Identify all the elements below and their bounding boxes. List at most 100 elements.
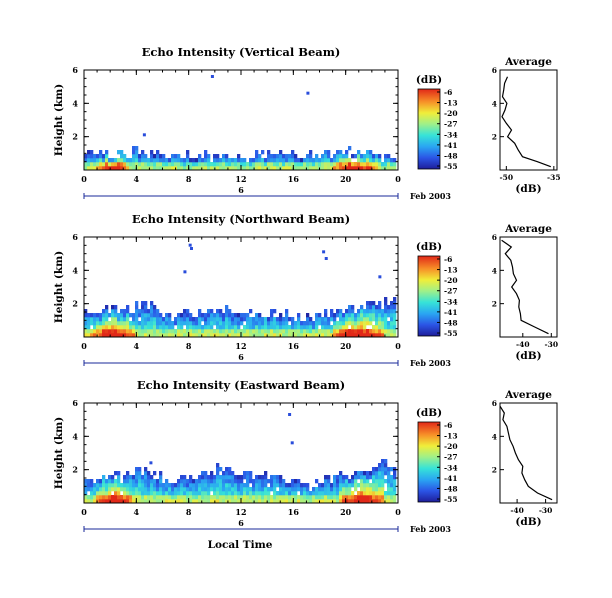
echo-cell: [228, 471, 232, 476]
echo-cell: [255, 158, 259, 163]
echo-cell: [93, 154, 97, 159]
echo-cell: [120, 158, 124, 163]
echo-cell: [138, 495, 142, 500]
echo-cell: [171, 166, 175, 171]
echo-cell: [159, 483, 163, 488]
echo-cell: [123, 329, 127, 334]
echo-cell: [285, 487, 289, 492]
echo-cell: [303, 162, 307, 167]
echo-cell: [216, 325, 220, 330]
echo-cell: [291, 325, 295, 330]
echo-cell: [129, 491, 133, 496]
echo-cell: [285, 499, 289, 504]
echo-cell: [123, 309, 127, 314]
echo-cell: [330, 499, 334, 504]
echo-cell: [315, 479, 319, 484]
echo-cell: [318, 491, 322, 496]
echo-cell: [327, 162, 331, 167]
average-x-tick-label: -40: [516, 340, 530, 349]
echo-cell: [87, 321, 91, 326]
echo-cell: [339, 317, 343, 322]
echo-cell: [294, 333, 298, 338]
echo-cell: [150, 317, 154, 322]
echo-cell: [366, 495, 370, 500]
y-tick-label: 4: [72, 98, 78, 108]
echo-cell: [126, 158, 130, 163]
echo-cell: [387, 313, 391, 318]
echo-cell: [237, 479, 241, 484]
echo-cell: [138, 499, 142, 504]
echo-cell: [294, 162, 298, 167]
echo-cell: [222, 166, 226, 171]
echo-cell: [207, 321, 211, 326]
echo-cell: [315, 325, 319, 330]
echo-cell: [318, 317, 322, 322]
echo-cell: [213, 495, 217, 500]
echo-cell: [348, 146, 352, 151]
echo-cell: [141, 166, 145, 171]
echo-cell: [195, 166, 199, 171]
echo-cell: [246, 483, 250, 488]
echo-cell: [138, 483, 142, 488]
echo-cell: [363, 483, 367, 488]
echo-cell: [216, 495, 220, 500]
echo-cell: [114, 495, 118, 500]
echo-cell: [267, 150, 271, 155]
echo-cell: [336, 495, 340, 500]
echo-cell: [315, 487, 319, 492]
average-frame: [499, 236, 558, 338]
echo-cell: [246, 479, 250, 484]
echo-cell: [264, 491, 268, 496]
echo-cell: [294, 479, 298, 484]
echo-cell: [114, 321, 118, 326]
echo-cell: [114, 325, 118, 330]
echo-cell: [216, 463, 220, 468]
echo-cell: [348, 495, 352, 500]
echo-cell: [186, 487, 190, 492]
echo-cell: [390, 329, 394, 334]
average-frame: [499, 402, 558, 504]
echo-cell: [195, 317, 199, 322]
echo-cell: [237, 158, 241, 163]
echo-cell: [171, 154, 175, 159]
echo-cell: [117, 495, 121, 500]
echo-cell: [369, 487, 373, 492]
echo-cell: [384, 325, 388, 330]
echo-cell: [324, 325, 328, 330]
echo-cell: [171, 491, 175, 496]
echo-cell: [126, 162, 130, 167]
echo-cell: [375, 309, 379, 314]
echo-cell: [153, 495, 157, 500]
echo-cell: [264, 483, 268, 488]
echo-cell: [348, 162, 352, 167]
echo-cell: [186, 491, 190, 496]
echo-cell: [255, 487, 259, 492]
echo-cell: [186, 162, 190, 167]
echo-cell: [360, 158, 364, 163]
echo-cell: [339, 479, 343, 484]
echo-cell: [366, 483, 370, 488]
echo-cell: [393, 301, 397, 306]
echo-cell: [345, 483, 349, 488]
echo-cell: [84, 313, 88, 318]
echo-cell: [297, 479, 301, 484]
echo-cell: [285, 495, 289, 500]
echo-cell: [270, 479, 274, 484]
echo-cell: [99, 487, 103, 492]
echo-cell: [204, 333, 208, 338]
echo-cell: [390, 301, 394, 306]
echo-cell: [237, 333, 241, 338]
echo-cell: [99, 483, 103, 488]
echo-cell: [174, 483, 178, 488]
echo-cell: [147, 321, 151, 326]
echo-cell: [204, 166, 208, 171]
echo-cell: [306, 313, 310, 318]
echo-cell: [306, 321, 310, 326]
echo-cell: [351, 154, 355, 159]
average-title: Average: [504, 223, 552, 235]
echo-cell: [102, 495, 106, 500]
echo-cell: [360, 162, 364, 167]
echo-cell: [123, 495, 127, 500]
echo-cell: [303, 166, 307, 171]
echo-cell: [111, 487, 115, 492]
